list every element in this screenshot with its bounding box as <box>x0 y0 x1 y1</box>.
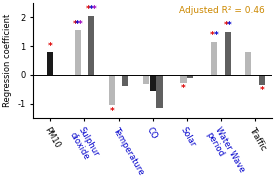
Bar <box>143 75 149 84</box>
Bar <box>88 16 94 75</box>
Text: *: * <box>75 20 80 29</box>
Bar <box>122 75 128 86</box>
Bar <box>187 75 193 78</box>
Text: *: * <box>210 31 215 40</box>
Text: *: * <box>92 5 96 14</box>
Bar <box>180 75 186 83</box>
Y-axis label: Regression coefficient: Regression coefficient <box>3 14 12 107</box>
Text: *: * <box>48 42 53 51</box>
Bar <box>156 75 163 108</box>
Text: *: * <box>213 31 218 40</box>
Text: *: * <box>109 106 114 116</box>
Text: *: * <box>224 21 229 30</box>
Text: *: * <box>73 20 77 29</box>
Bar <box>245 52 251 75</box>
Text: *: * <box>78 20 83 29</box>
Bar <box>75 30 81 75</box>
Bar <box>211 42 217 75</box>
Bar <box>259 75 265 85</box>
Text: *: * <box>89 5 94 14</box>
Text: *: * <box>227 21 232 30</box>
Bar <box>150 75 156 91</box>
Bar <box>109 75 115 105</box>
Text: *: * <box>181 84 186 93</box>
Text: *: * <box>260 86 264 95</box>
Bar <box>47 52 53 75</box>
Text: Adjusted R² = 0.46: Adjusted R² = 0.46 <box>179 6 265 15</box>
Bar <box>225 32 231 75</box>
Text: *: * <box>86 5 91 14</box>
